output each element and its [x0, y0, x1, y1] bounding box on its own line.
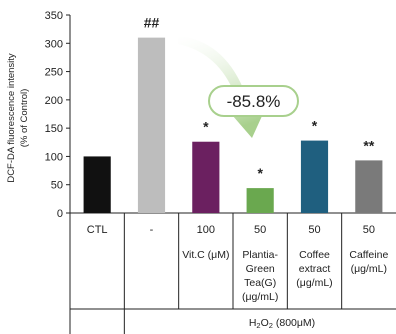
- reduction-badge: -85.8%: [208, 85, 299, 117]
- y-axis-label-line1: DCF-DA fluorescence intensity: [6, 53, 17, 183]
- category-name-label: Green: [246, 263, 275, 275]
- y-axis-label-line2: (% of Control): [19, 89, 30, 148]
- category-name-label: extract: [299, 263, 331, 275]
- bar: [137, 37, 166, 213]
- category-name-label: Plantia-: [242, 249, 278, 261]
- y-tick-label: 100: [45, 151, 63, 163]
- treatment-footer: H2O2 (800μM): [249, 317, 315, 330]
- significance-mark: *: [203, 119, 209, 135]
- y-ticks: 0 50 100 150 200 250 300 350: [45, 10, 70, 220]
- y-tick-label: 0: [57, 208, 63, 220]
- category-dose-label: 50: [308, 224, 320, 236]
- category-name-label: Vit.C (μM): [182, 249, 229, 261]
- y-tick-label: 350: [45, 10, 63, 22]
- significance-mark: **: [363, 137, 374, 153]
- significance-mark: ##: [144, 15, 160, 31]
- y-tick-label: 150: [45, 123, 63, 135]
- y-tick-label: 300: [45, 38, 63, 50]
- y-tick-label: 50: [51, 180, 63, 192]
- category-labels: CTL - 100 Vit.C (μM) 50 Plantia- Green Tea(G) (μ…: [87, 213, 388, 334]
- category-name-label: Coffee: [299, 249, 330, 261]
- reduction-badge-text: -85.8%: [227, 92, 281, 111]
- bar: [355, 160, 383, 213]
- reduction-badge-box: [208, 85, 299, 117]
- bar: [192, 141, 220, 213]
- category-dose-label: CTL: [87, 224, 108, 236]
- category-dose-label: 50: [363, 224, 375, 236]
- category-dose-label: -: [150, 224, 154, 236]
- y-tick-label: 250: [45, 67, 63, 79]
- significance-mark: *: [312, 118, 318, 134]
- category-dose-label: 50: [254, 224, 266, 236]
- y-tick-label: 200: [45, 95, 63, 107]
- category-name-label: Caffeine: [349, 249, 388, 261]
- bar: [300, 140, 329, 213]
- category-name-label: (μg/mL): [242, 291, 278, 303]
- category-name-label: Tea(G): [244, 277, 276, 289]
- bar: [83, 156, 111, 213]
- bar: [246, 188, 274, 213]
- significance-marks: ##*****: [144, 15, 375, 181]
- bars: [83, 37, 383, 213]
- category-name-label: (μg/mL): [351, 263, 387, 275]
- category-name-label: (μg/mL): [296, 277, 332, 289]
- category-dose-label: 100: [197, 224, 215, 236]
- significance-mark: *: [257, 165, 263, 181]
